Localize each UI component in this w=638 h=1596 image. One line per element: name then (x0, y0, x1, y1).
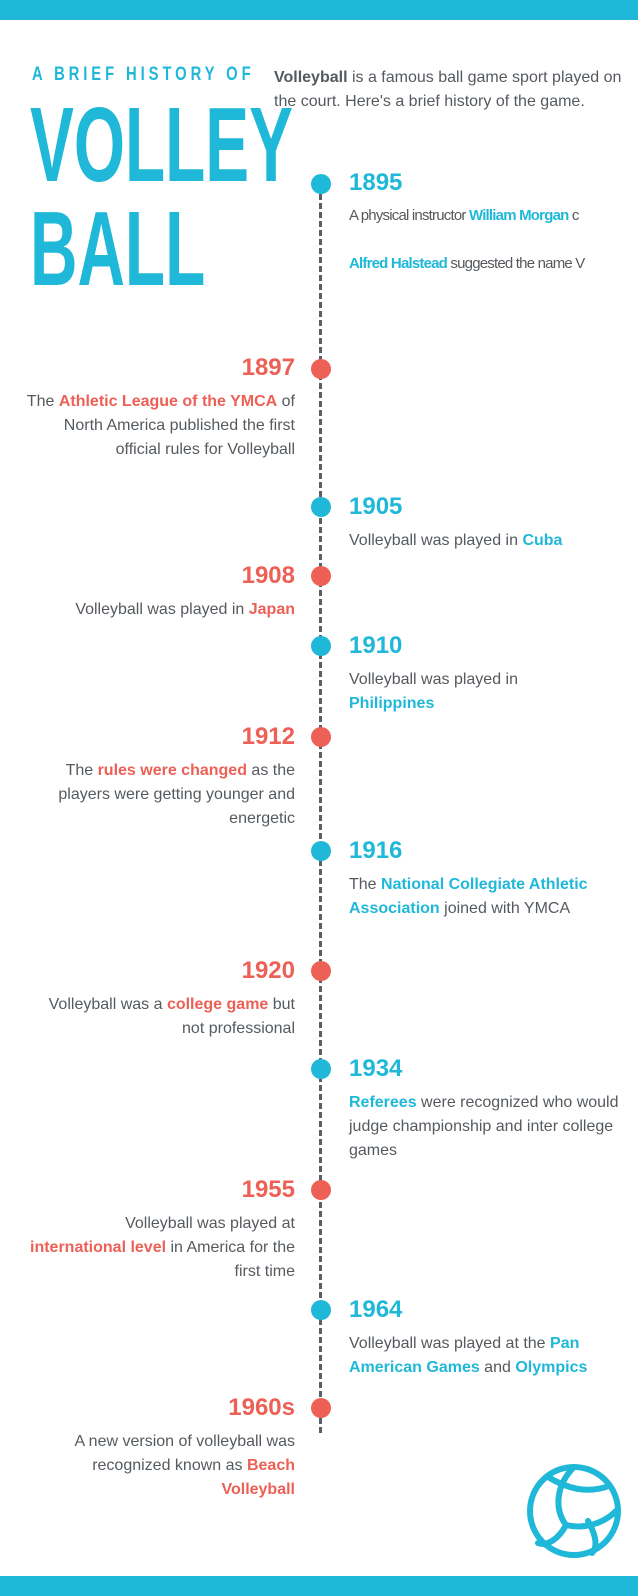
event-highlight: Japan (248, 601, 295, 618)
event-text: c (568, 207, 580, 224)
event-text: Volleyball was played in (349, 671, 518, 688)
event-highlight: Referees (349, 1094, 417, 1111)
event-text: and (479, 1359, 516, 1376)
timeline-dot (311, 1398, 331, 1418)
event-year: 1897 (241, 354, 295, 381)
event-highlight: Athletic League of the YMCA (58, 393, 278, 410)
event-text: Volleyball was played at (125, 1215, 295, 1232)
event-text: Volleyball was played in (349, 532, 523, 549)
event-highlight: Cuba (522, 532, 563, 549)
event-description: Volleyball was played at international l… (29, 1212, 295, 1284)
event-year: 1934 (349, 1055, 403, 1082)
event-description: Referees were recognized who would judge… (349, 1091, 619, 1163)
event-text: of North America published the first off… (63, 393, 295, 458)
event-year: 1895 (349, 169, 403, 196)
event-text: were recognized who would judge champion… (349, 1094, 619, 1159)
event-text: A new version of volleyball was recogniz… (74, 1433, 295, 1474)
event-text: but not professional (182, 996, 295, 1037)
intro-bold: Volleyball (274, 69, 348, 86)
intro-paragraph: Volleyball is a famous ball game sport p… (274, 66, 626, 114)
event-description: Volleyball was a college game but not pr… (23, 993, 295, 1041)
event-highlight: Pan American Games (349, 1335, 580, 1376)
event-description: A new version of volleyball was recogniz… (33, 1430, 295, 1502)
event-description-line: A physical instructor William Morgan c (349, 204, 638, 228)
event-text: Volleyball was played at the (349, 1335, 551, 1352)
event-year: 1908 (241, 562, 295, 589)
event-description: The Athletic League of the YMCA of North… (23, 390, 295, 462)
event-text: in America for the first time (166, 1239, 295, 1280)
timeline-dot (311, 1300, 331, 1320)
timeline-dot (311, 1180, 331, 1200)
event-year: 1920 (241, 957, 295, 984)
event-text: The (26, 393, 59, 410)
event-highlight: rules were changed (97, 762, 247, 779)
timeline-dot (311, 841, 331, 861)
event-text: suggested the name V (447, 255, 585, 272)
event-text: as the players were getting younger and … (58, 762, 295, 827)
event-highlight: Philippines (349, 695, 435, 712)
event-year: 1916 (349, 837, 403, 864)
title-line-1: VOLLEY (30, 86, 293, 204)
event-text: joined with YMCA (439, 900, 571, 917)
event-description: Volleyball was played at the Pan America… (349, 1332, 625, 1380)
event-text: Volleyball was a (48, 996, 167, 1013)
event-highlight: William Morgan (468, 207, 569, 224)
title-line-2: BALL (30, 190, 206, 308)
event-description: Volleyball was played in Philippines (349, 668, 539, 716)
event-text: A physical instructor (349, 207, 469, 224)
event-year: 1905 (349, 493, 403, 520)
bottom-accent-bar (0, 1576, 638, 1596)
timeline-dot (311, 566, 331, 586)
event-text: Volleyball was played in (75, 601, 249, 618)
volleyball-icon (527, 1464, 621, 1558)
timeline-dot (311, 174, 331, 194)
event-highlight: international level (30, 1239, 167, 1256)
timeline-dot (311, 497, 331, 517)
event-description: Volleyball was played in Japan (23, 598, 295, 622)
event-year: 1964 (349, 1296, 403, 1323)
event-description: The rules were changed as the players we… (23, 759, 295, 831)
event-highlight: Beach Volleyball (221, 1457, 295, 1498)
timeline-dot (311, 961, 331, 981)
timeline-dot (311, 636, 331, 656)
intro-text: is a famous ball game sport played on th… (274, 69, 622, 110)
event-highlight: Alfred Halstead (349, 255, 448, 272)
top-accent-bar (0, 0, 638, 20)
timeline-dot (311, 1059, 331, 1079)
event-description: Volleyball was played in Cuba (349, 529, 631, 553)
timeline-dot (311, 727, 331, 747)
event-text: The (65, 762, 98, 779)
event-year: 1910 (349, 632, 403, 659)
event-text: The (349, 876, 382, 893)
event-year: 1955 (241, 1176, 295, 1203)
event-year: 1912 (241, 723, 295, 750)
title-kicker: A BRIEF HISTORY OF (32, 64, 255, 85)
event-highlight: National Collegiate Athletic Association (349, 876, 588, 917)
event-highlight: Olympics (515, 1359, 588, 1376)
timeline-dot (311, 359, 331, 379)
timeline-spine (319, 185, 322, 1433)
event-description: The National Collegiate Athletic Associa… (349, 873, 625, 921)
event-highlight: college game (166, 996, 269, 1013)
event-year: 1960s (228, 1394, 295, 1421)
event-description-line: Alfred Halstead suggested the name V (349, 252, 638, 276)
